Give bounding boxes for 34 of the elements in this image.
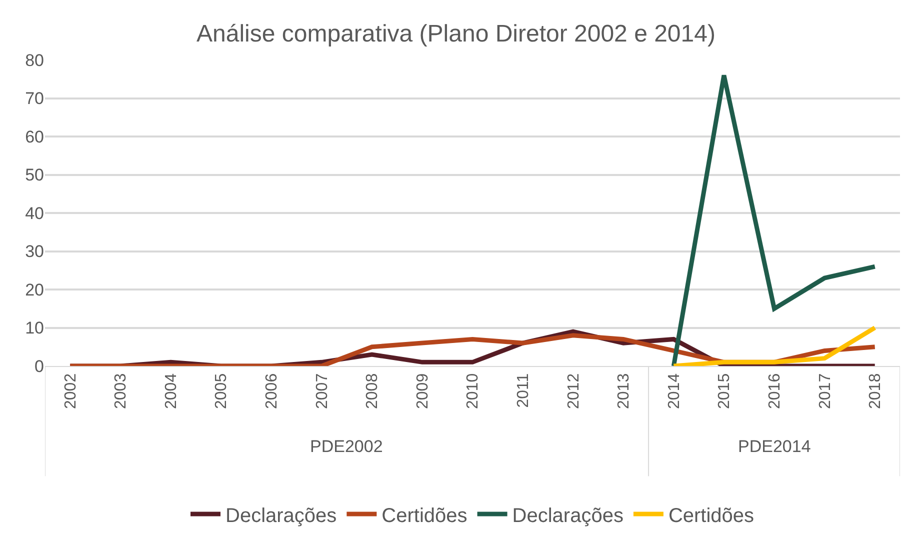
x-tick-label: 2013 <box>616 373 633 409</box>
x-tick-label: 2009 <box>414 373 432 409</box>
x-tick-label: 2011 <box>514 373 532 408</box>
x-tick-label: 2008 <box>364 373 382 409</box>
legend-label: Declarações <box>512 504 624 527</box>
y-tick-label: 70 <box>25 89 44 108</box>
x-tick-label: 2015 <box>716 373 734 409</box>
x-tick-label: 2004 <box>162 373 180 409</box>
y-tick-label: 40 <box>25 204 44 223</box>
legend-label: Certidões <box>668 504 754 527</box>
legend-label: Certidões <box>382 504 468 527</box>
x-tick-label: 2014 <box>666 373 683 409</box>
y-tick-label: 50 <box>25 166 44 185</box>
y-tick-label: 20 <box>25 280 44 300</box>
y-tick-label: 60 <box>25 127 44 146</box>
line-series <box>671 73 878 366</box>
y-tick-label: 10 <box>25 318 44 338</box>
x-tick-label: 2002 <box>62 373 80 409</box>
chart-title: Análise comparativa (Plano Diretor 2002 e 2014) <box>196 20 716 48</box>
text: PDE2014 <box>738 437 811 456</box>
y-tick-label: 0 <box>34 356 44 376</box>
x-tick-label: 2010 <box>464 373 482 409</box>
y-tick-label: 30 <box>25 242 44 262</box>
x-tick-label: 2017 <box>816 373 834 409</box>
x-tick-label: 2007 <box>314 373 331 409</box>
x-tick-label: 2006 <box>264 373 281 409</box>
x-tick-label: 2003 <box>112 373 130 409</box>
legend-label: Declarações <box>226 504 337 527</box>
y-tick-label: 80 <box>25 50 44 70</box>
text: PDE2002 <box>310 437 383 456</box>
x-tick-label: 2018 <box>867 373 884 409</box>
x-tick-label: 2005 <box>213 373 230 409</box>
x-tick-label: 2016 <box>766 373 784 409</box>
x-tick-label: 2012 <box>565 373 582 409</box>
